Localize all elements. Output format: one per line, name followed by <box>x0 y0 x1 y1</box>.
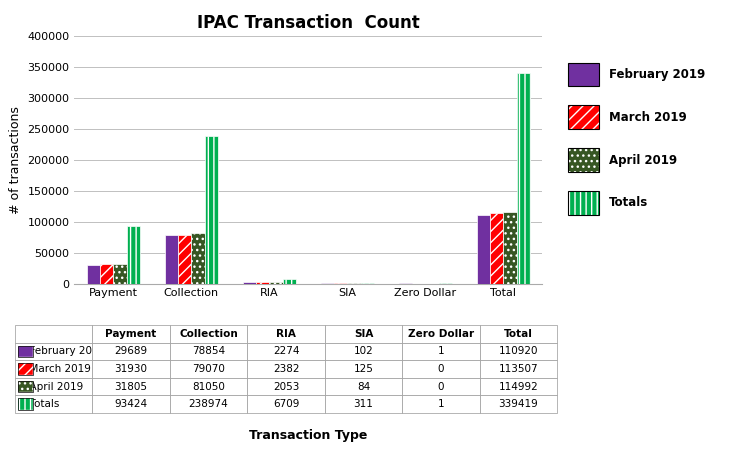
Y-axis label: # of transactions: # of transactions <box>9 106 22 214</box>
Bar <box>126 226 140 284</box>
Text: February 2019: February 2019 <box>609 68 705 81</box>
Bar <box>192 234 204 284</box>
Bar <box>256 282 269 284</box>
Bar <box>568 105 599 129</box>
Bar <box>568 148 599 172</box>
Bar <box>516 73 530 284</box>
Bar <box>165 235 178 284</box>
Bar <box>568 191 599 215</box>
Text: Transaction Type: Transaction Type <box>249 429 368 442</box>
Text: April 2019: April 2019 <box>609 153 677 166</box>
Bar <box>87 265 100 284</box>
Bar <box>568 63 599 86</box>
Bar <box>243 282 256 284</box>
Bar <box>568 105 599 129</box>
Bar <box>269 282 282 284</box>
Bar <box>204 135 218 284</box>
Bar <box>100 264 113 284</box>
Bar <box>568 148 599 172</box>
Bar <box>568 191 599 215</box>
Text: March 2019: March 2019 <box>609 111 687 124</box>
Bar <box>490 213 503 284</box>
Bar <box>503 212 516 284</box>
Text: Totals: Totals <box>609 196 649 209</box>
Bar <box>113 264 126 284</box>
Bar <box>568 63 599 86</box>
Bar <box>477 215 490 284</box>
Bar <box>282 279 296 284</box>
Title: IPAC Transaction  Count: IPAC Transaction Count <box>197 14 420 32</box>
Bar <box>178 234 192 284</box>
